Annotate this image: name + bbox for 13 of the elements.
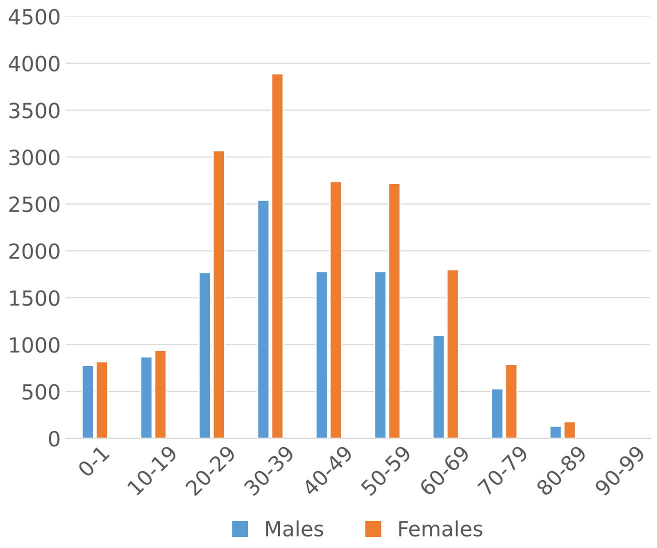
- y-tick-label: 1000: [10, 337, 60, 353]
- y-tick-label: 3000: [9, 150, 60, 166]
- y-tick-label: 4000: [8, 56, 60, 72]
- y-tick-label: 0: [48, 430, 60, 447]
- legend-label: Females: [399, 520, 482, 537]
- y-tick-label: 2000: [9, 243, 60, 260]
- y-tick-label: 2500: [9, 196, 60, 212]
- y-tick-label: 1500: [10, 290, 60, 306]
- y-tick-label: 4500: [8, 8, 60, 25]
- y-tick-label: 3500: [9, 102, 60, 118]
- x-tick-label: 0-1: [77, 444, 110, 478]
- legend-label: Males: [266, 520, 324, 537]
- y-tick-label: 500: [22, 384, 60, 400]
